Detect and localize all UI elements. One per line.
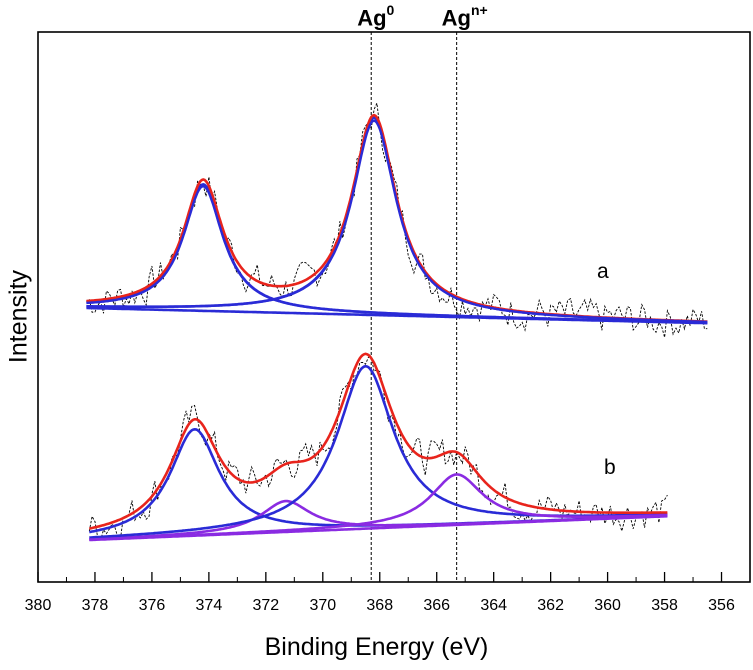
x-tick-label: 358 (651, 597, 678, 614)
y-axis-label: Intensity (4, 269, 33, 364)
x-tick-label: 368 (366, 597, 393, 614)
component-overlay-a-0 (86, 185, 708, 325)
x-tick-label: 374 (196, 597, 223, 614)
x-tick-label: 362 (537, 597, 564, 614)
raw-data-a (86, 101, 708, 338)
component-a-1 (86, 116, 708, 324)
spectrum-label-a: a (597, 260, 609, 283)
x-axis-ticks: 380 378 376 374 372 370 368 366 364 362 360 358 356 (25, 572, 735, 614)
x-tick-label: 364 (480, 597, 507, 614)
component-b-1 (89, 499, 668, 541)
x-tick-label: 380 (25, 597, 52, 614)
x-tick-label: 360 (594, 597, 621, 614)
envelope-a (86, 113, 708, 323)
x-tick-label: 366 (423, 597, 450, 614)
agn-peak-label: Agn+ (441, 2, 488, 31)
x-tick-label: 376 (139, 597, 166, 614)
envelope-b (89, 352, 668, 530)
spectra-group (86, 101, 708, 542)
x-tick-label: 378 (82, 597, 109, 614)
x-tick-label: 370 (309, 597, 336, 614)
x-tick-label: 356 (708, 597, 735, 614)
x-axis-label: Binding Energy (eV) (264, 633, 489, 661)
component-b-3 (89, 473, 668, 541)
x-tick-label: 372 (252, 597, 279, 614)
component-overlay-a-1 (86, 119, 708, 324)
plot-frame (37, 31, 751, 583)
spectrum-label-b: b (604, 456, 616, 479)
ag0-peak-label: Ag0 (357, 2, 395, 31)
